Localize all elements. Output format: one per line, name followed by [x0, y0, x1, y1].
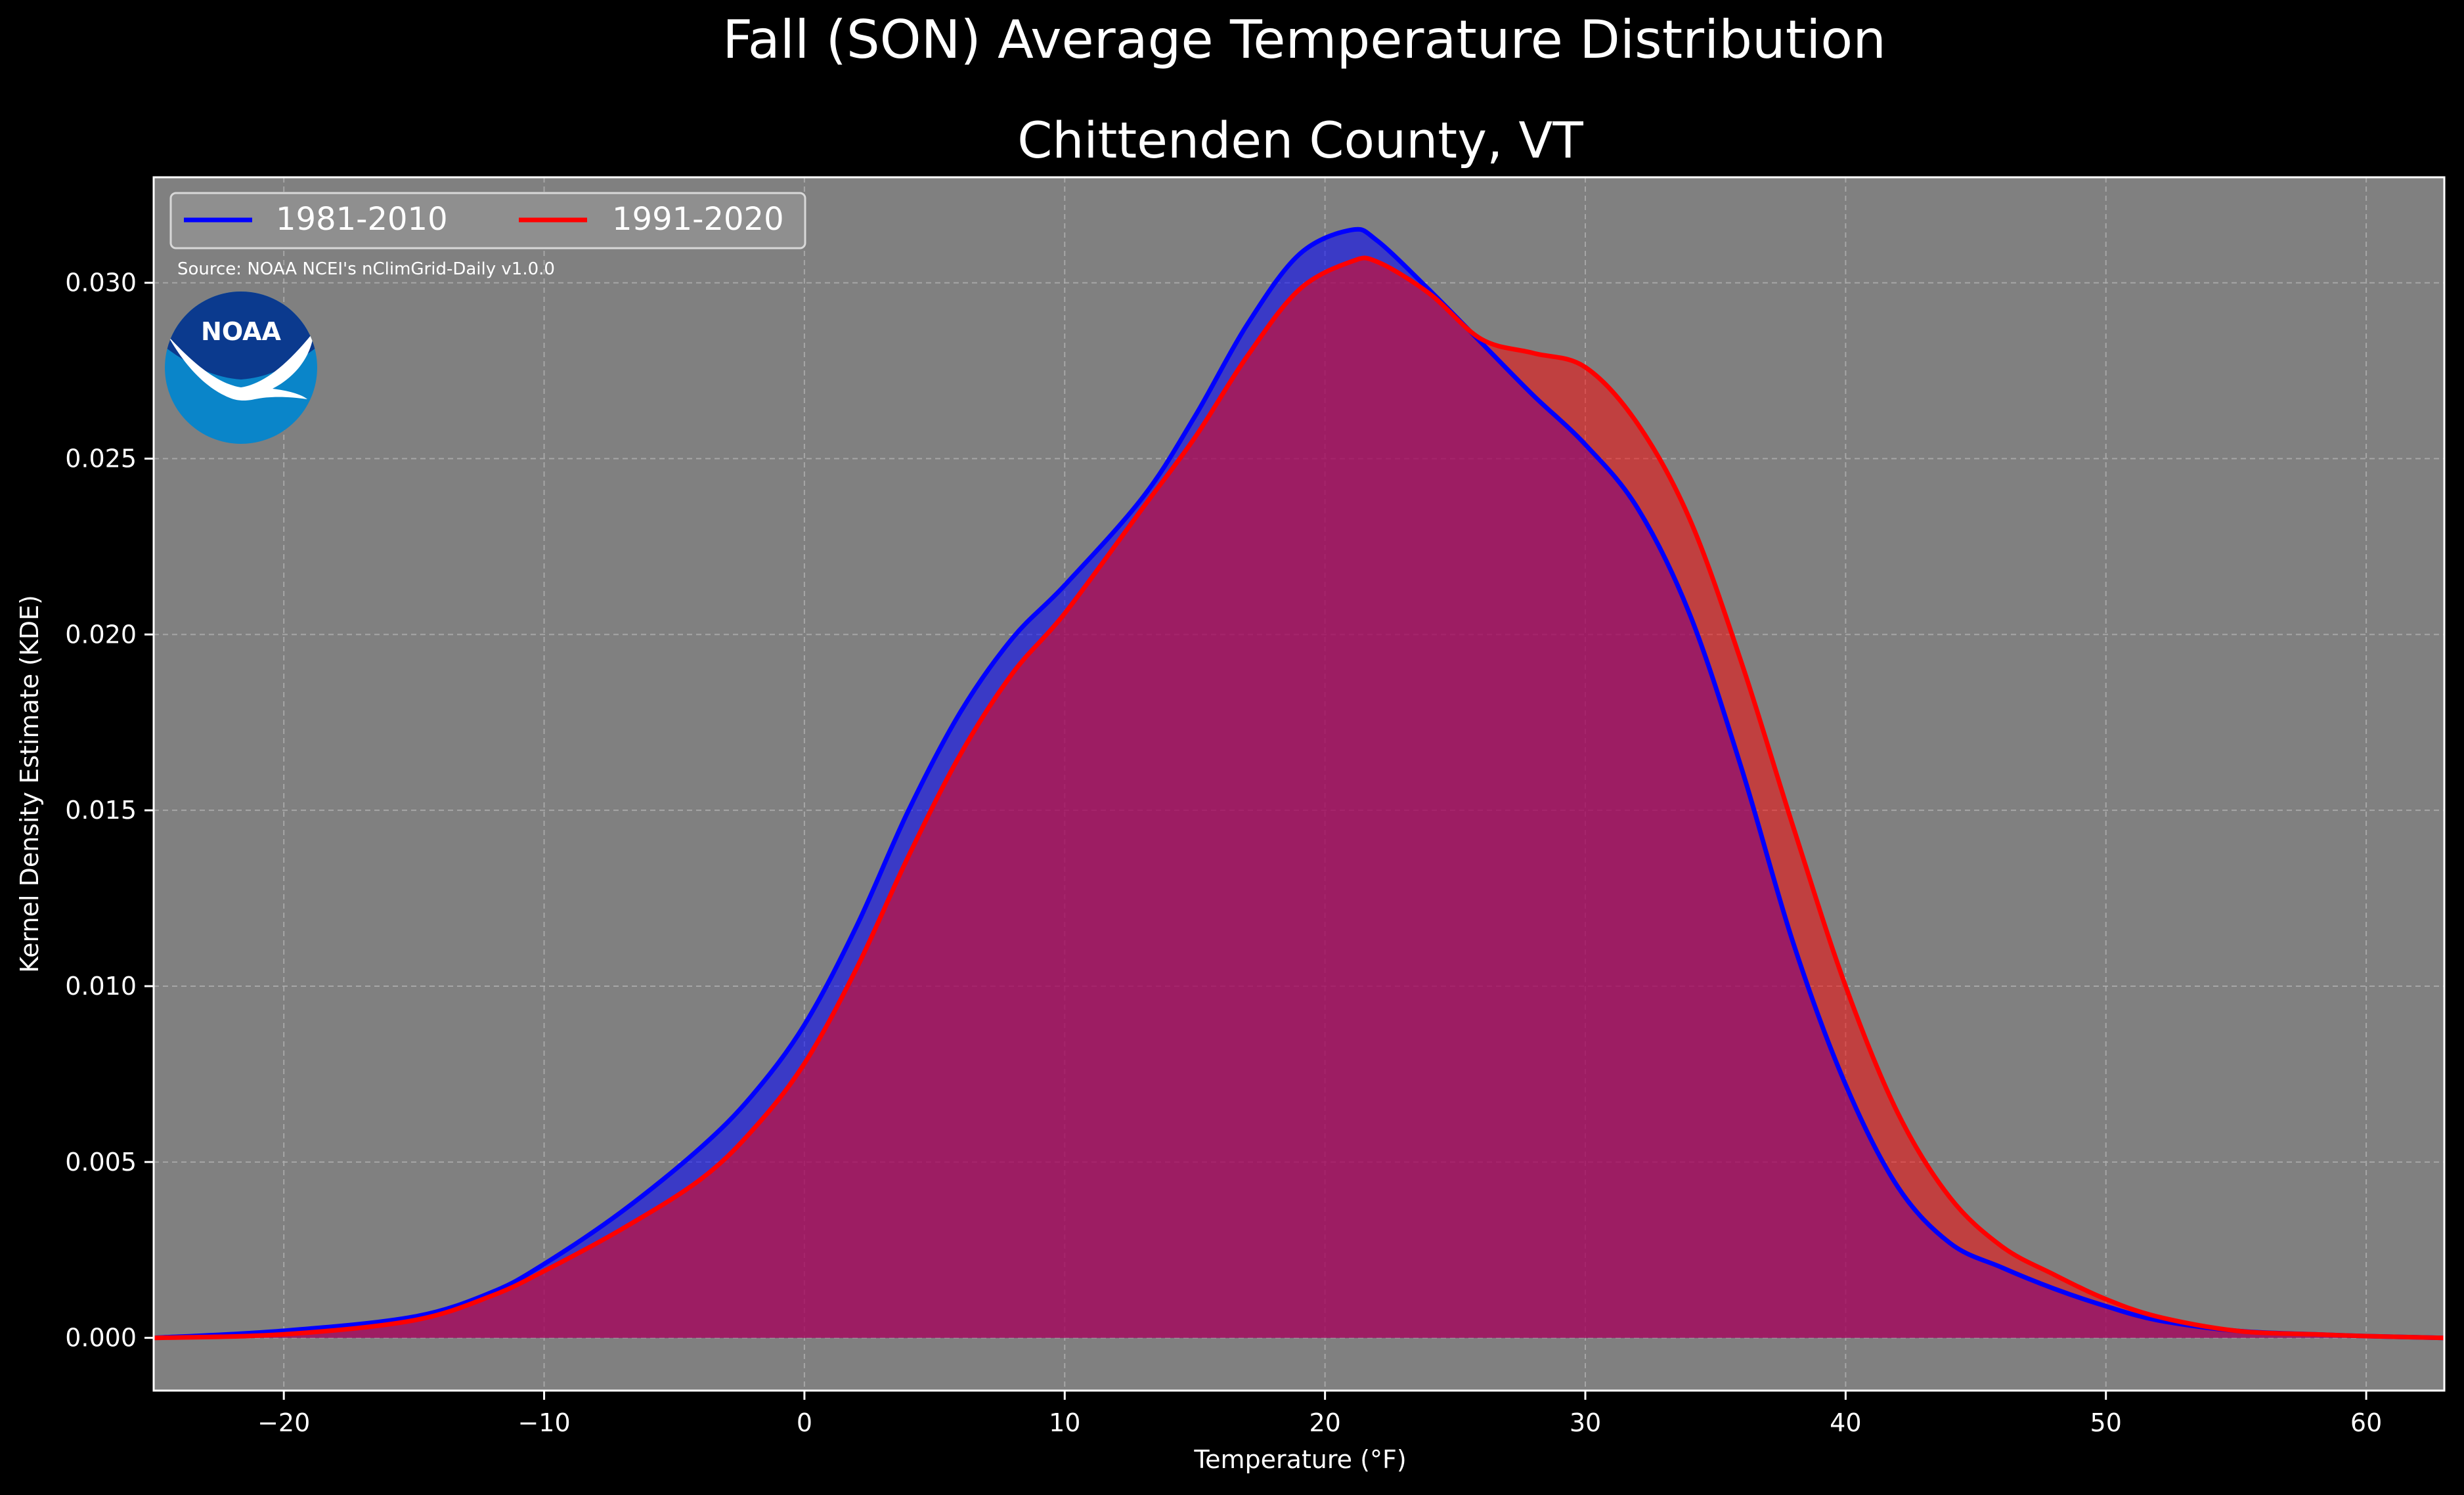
chart-subtitle: Chittenden County, VT [1017, 111, 1583, 169]
x-tick-label: 50 [2090, 1408, 2122, 1437]
density-area-1991-2020 [154, 257, 2444, 1338]
chart-title: Fall (SON) Average Temperature Distribut… [722, 9, 1886, 70]
y-tick-label: 0.025 [65, 444, 137, 473]
density-line-1981-2010 [153, 227, 2445, 1341]
y-tick-label: 0.010 [65, 972, 137, 1001]
y-axis-label: Kernel Density Estimate (KDE) [15, 595, 44, 973]
density-fills [154, 229, 2444, 1338]
y-tick-label: 0.000 [65, 1324, 137, 1353]
source-note: Source: NOAA NCEI's nClimGrid-Daily v1.0… [177, 259, 555, 279]
x-tick-label: 20 [1309, 1408, 1340, 1437]
y-axis-ticks: 0.000 0.005 0.010 0.015 0.020 0.025 0.030 [65, 269, 154, 1353]
x-tick-label: 10 [1049, 1408, 1080, 1437]
x-axis-ticks: −20 −10 0 10 20 30 40 50 60 [257, 1391, 2382, 1437]
x-tick-label: 60 [2350, 1408, 2382, 1437]
legend-label-1981-2010: 1981-2010 [276, 201, 448, 238]
x-tick-label: −20 [257, 1408, 310, 1437]
noaa-logo: NOAA [165, 292, 317, 444]
x-tick-label: 40 [1830, 1408, 1861, 1437]
noaa-logo-text: NOAA [201, 317, 281, 346]
x-axis-label: Temperature (°F) [1193, 1445, 1406, 1474]
density-lines [153, 227, 2445, 1341]
y-tick-label: 0.015 [65, 796, 137, 825]
y-tick-label: 0.020 [65, 620, 137, 649]
y-tick-label: 0.030 [65, 269, 137, 297]
x-tick-label: −10 [517, 1408, 570, 1437]
x-tick-label: 30 [1570, 1408, 1601, 1437]
density-line-1991-2020 [153, 255, 2445, 1341]
plot-area [152, 176, 2446, 1392]
legend: 1981-2010 1991-2020 [169, 192, 806, 249]
x-tick-label: 0 [797, 1408, 812, 1437]
y-tick-label: 0.005 [65, 1148, 137, 1177]
legend-box [169, 192, 806, 249]
plot-frame [152, 176, 2446, 1392]
legend-label-1991-2020: 1991-2020 [612, 201, 784, 238]
